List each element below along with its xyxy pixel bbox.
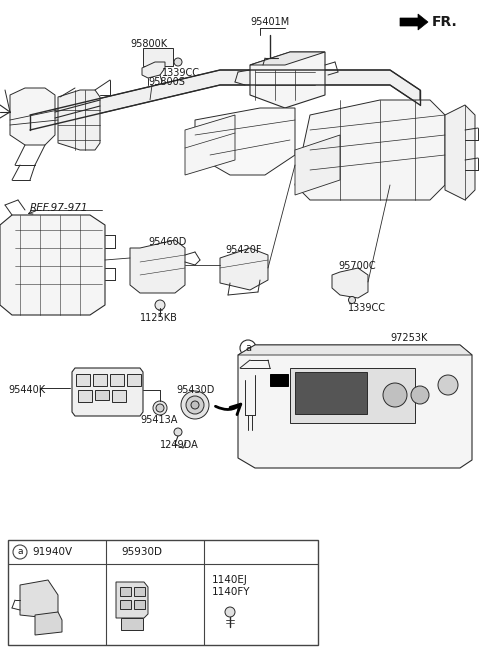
Polygon shape xyxy=(30,70,420,130)
Text: 1249DA: 1249DA xyxy=(160,440,199,450)
Text: 95800S: 95800S xyxy=(148,77,185,87)
Text: a: a xyxy=(17,548,23,556)
Bar xyxy=(110,374,124,386)
Text: 95420F: 95420F xyxy=(225,245,262,255)
Text: 95401M: 95401M xyxy=(250,17,289,27)
Circle shape xyxy=(174,58,182,66)
Polygon shape xyxy=(185,115,235,175)
Polygon shape xyxy=(195,108,295,175)
Polygon shape xyxy=(220,248,268,290)
Bar xyxy=(127,374,141,386)
Bar xyxy=(290,368,415,423)
Text: 1339CC: 1339CC xyxy=(348,303,386,313)
Circle shape xyxy=(174,428,182,436)
Circle shape xyxy=(156,404,164,412)
Polygon shape xyxy=(332,268,368,298)
Polygon shape xyxy=(238,345,472,468)
Bar xyxy=(8,540,318,645)
Polygon shape xyxy=(35,612,62,635)
Circle shape xyxy=(186,396,204,414)
Text: 95430D: 95430D xyxy=(176,385,215,395)
Text: 97253K: 97253K xyxy=(390,333,427,343)
Circle shape xyxy=(155,300,165,310)
Text: 1140EJ: 1140EJ xyxy=(212,575,248,585)
Bar xyxy=(93,374,107,386)
Bar xyxy=(76,374,90,386)
Polygon shape xyxy=(10,88,55,145)
Circle shape xyxy=(13,545,27,559)
Polygon shape xyxy=(250,52,325,65)
Circle shape xyxy=(153,401,167,415)
Polygon shape xyxy=(400,14,428,30)
Bar xyxy=(134,600,145,609)
Circle shape xyxy=(438,375,458,395)
Bar xyxy=(112,390,126,402)
Circle shape xyxy=(411,386,429,404)
Text: 1339CC: 1339CC xyxy=(162,68,200,78)
Circle shape xyxy=(240,340,256,356)
Bar xyxy=(134,587,145,596)
Text: 95930D: 95930D xyxy=(121,547,162,557)
Circle shape xyxy=(191,401,199,409)
Polygon shape xyxy=(121,618,143,630)
Bar xyxy=(95,390,109,400)
Polygon shape xyxy=(130,240,185,293)
Bar xyxy=(120,587,131,596)
Polygon shape xyxy=(20,580,58,618)
Polygon shape xyxy=(250,52,325,108)
Polygon shape xyxy=(58,90,100,150)
Polygon shape xyxy=(116,582,148,618)
Text: 95413A: 95413A xyxy=(140,415,178,425)
Bar xyxy=(120,600,131,609)
Text: a: a xyxy=(245,343,251,353)
Text: 95460D: 95460D xyxy=(148,237,186,247)
Text: 1125KB: 1125KB xyxy=(140,313,178,323)
Polygon shape xyxy=(142,62,165,78)
Circle shape xyxy=(181,391,209,419)
Bar xyxy=(295,372,367,414)
Circle shape xyxy=(383,383,407,407)
Text: REF.97-971: REF.97-971 xyxy=(30,203,88,213)
Text: 1140FY: 1140FY xyxy=(212,587,251,597)
Bar xyxy=(270,374,288,386)
Polygon shape xyxy=(295,135,340,195)
Bar xyxy=(78,390,92,402)
Polygon shape xyxy=(0,215,105,315)
Circle shape xyxy=(225,607,235,617)
Polygon shape xyxy=(72,368,143,416)
Text: 95800K: 95800K xyxy=(130,39,167,49)
Text: 95700C: 95700C xyxy=(338,261,376,271)
Bar xyxy=(143,48,173,66)
Circle shape xyxy=(348,297,356,304)
Text: 91940V: 91940V xyxy=(32,547,72,557)
Polygon shape xyxy=(295,100,445,200)
Polygon shape xyxy=(238,345,472,355)
Text: FR.: FR. xyxy=(432,15,458,29)
Polygon shape xyxy=(445,105,475,200)
Text: 95440K: 95440K xyxy=(8,385,45,395)
